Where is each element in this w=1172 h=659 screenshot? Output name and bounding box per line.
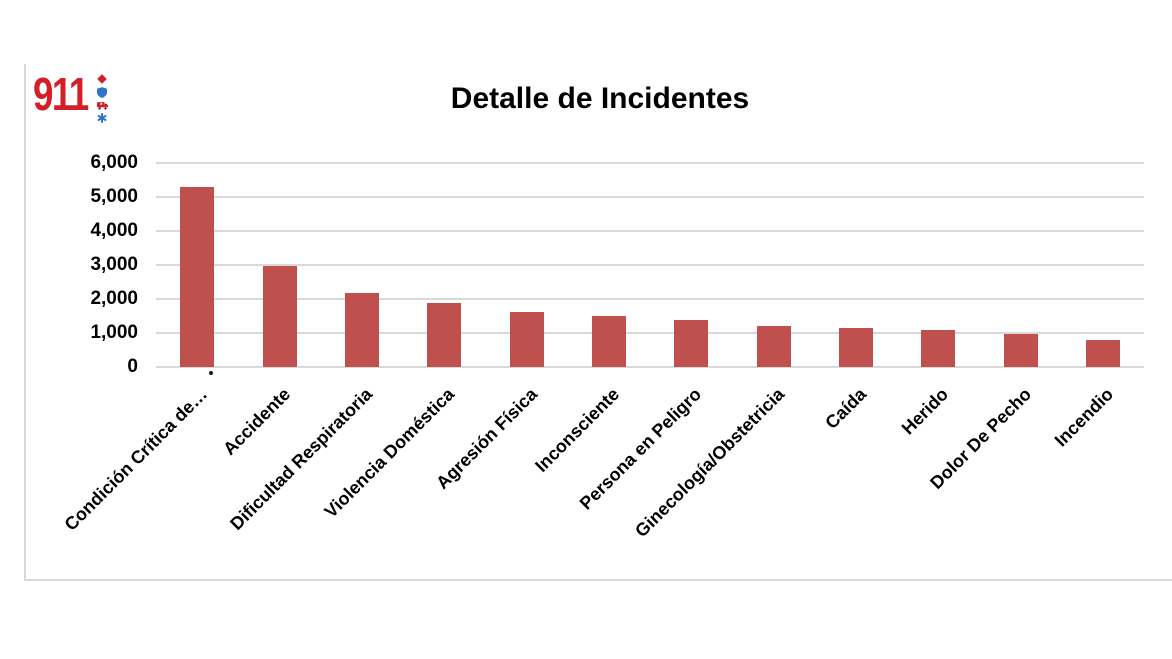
- bar: [427, 303, 462, 367]
- plot-area: [156, 162, 1144, 368]
- y-tick-label: 0: [127, 356, 138, 377]
- artifact-dot: [209, 371, 213, 375]
- shield-icon: [97, 87, 108, 98]
- gridline: [156, 298, 1144, 300]
- chart-title: Detalle de Incidentes: [450, 82, 750, 115]
- diamond-icon: [97, 74, 108, 84]
- bar: [838, 328, 873, 367]
- bar: [921, 329, 956, 367]
- bar: [509, 311, 544, 367]
- y-tick-label: 5,000: [90, 186, 138, 207]
- y-tick-label: 2,000: [90, 288, 138, 309]
- logo-911-text: 911: [33, 68, 89, 120]
- logo-911: 911: [33, 68, 109, 123]
- bar: [1003, 333, 1038, 367]
- y-tick-label: 4,000: [90, 220, 138, 241]
- y-axis: 0 1,000 2,000 3,000 4,000 5,000 6,000: [0, 152, 138, 377]
- gridline: [156, 366, 1144, 368]
- gridline: [156, 332, 1144, 334]
- ambulance-icon: [97, 101, 109, 110]
- bar: [344, 293, 379, 367]
- gridline: [156, 196, 1144, 198]
- gridline: [156, 264, 1144, 266]
- bar: [591, 316, 626, 367]
- gridline: [156, 162, 1144, 164]
- y-tick-label: 3,000: [90, 254, 138, 275]
- bar: [756, 325, 791, 367]
- logo-icon-column: [97, 74, 109, 123]
- bar: [262, 265, 297, 367]
- asterisk-icon: [97, 113, 108, 123]
- bar: [180, 186, 215, 367]
- y-tick-label: 6,000: [90, 152, 138, 173]
- slide-frame-bottom-border: [24, 579, 1172, 581]
- x-axis-labels: Condición Crítica de… Accidente Dificultad…: [61, 376, 1144, 606]
- gridline: [156, 230, 1144, 232]
- y-tick-label: 1,000: [90, 322, 138, 343]
- slide-frame-left-border: [24, 64, 26, 581]
- bar: [1085, 340, 1120, 367]
- bar: [674, 320, 709, 367]
